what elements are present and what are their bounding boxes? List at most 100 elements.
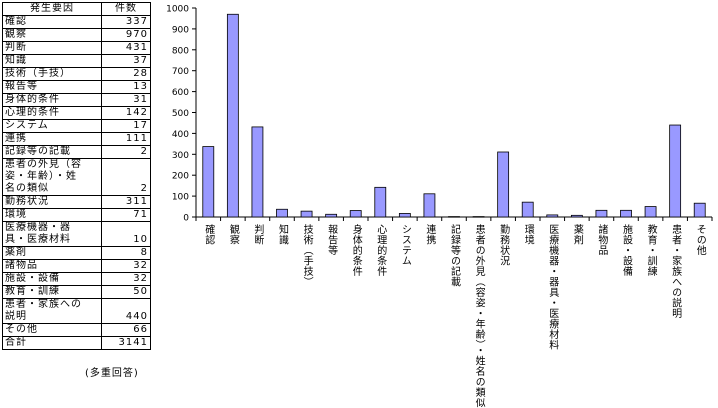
x-category-label: システム xyxy=(399,224,411,266)
y-tick-label: 500 xyxy=(172,109,189,119)
x-category-label: 身体的条件 xyxy=(350,223,362,277)
factor-name-line: 患者・家族への xyxy=(5,299,82,310)
factor-count: 37 xyxy=(101,54,151,68)
table-row: 身体的条件 31 xyxy=(2,93,151,107)
table-row: 教育・訓練 50 xyxy=(2,285,151,299)
factor-count: 10 xyxy=(101,221,151,247)
factor-name: その他 xyxy=(2,323,102,337)
factor-name-line: 具・医療材料 xyxy=(5,234,71,245)
header-count: 件数 xyxy=(101,2,151,16)
factor-name: 確認 xyxy=(2,15,102,29)
factor-name-line: 勤務状況 xyxy=(5,196,49,207)
factor-name-line: 判断 xyxy=(5,42,27,53)
factor-name-line: システム xyxy=(5,120,49,131)
factor-count: 31 xyxy=(101,93,151,107)
factor-count: 28 xyxy=(101,67,151,81)
bar xyxy=(497,151,510,218)
bar xyxy=(448,216,460,218)
factor-count: 8 xyxy=(101,246,151,260)
bar xyxy=(620,209,632,218)
table-row: 勤務状況 311 xyxy=(2,195,151,209)
bar xyxy=(300,210,313,218)
factor-count: 50 xyxy=(101,285,151,299)
table-row: 環境 71 xyxy=(2,208,151,222)
x-category-label: 患者の外見（容姿・年齢）・姓名の類似 xyxy=(473,224,485,408)
bar xyxy=(325,213,338,218)
x-category-label: 報告等 xyxy=(326,224,338,256)
x-category-label: 判断 xyxy=(252,224,264,246)
bar xyxy=(472,216,485,218)
bar xyxy=(226,13,239,218)
y-tick-label: 400 xyxy=(172,130,189,140)
bar xyxy=(349,210,362,218)
factor-count: 311 xyxy=(101,195,151,209)
x-category-label: 患者・家族への説明 xyxy=(670,224,682,319)
table-row: 諸物品 32 xyxy=(2,259,151,273)
factor-count: 66 xyxy=(101,323,151,337)
y-tick-label: 100 xyxy=(172,193,189,203)
factor-name-line: 教育・訓練 xyxy=(5,286,60,297)
x-category-label: 心理的条件 xyxy=(375,224,387,277)
x-category-label: 記録等の記載 xyxy=(449,223,461,288)
factor-name: 身体的条件 xyxy=(2,93,102,107)
factor-name-line: 報告等 xyxy=(5,81,38,92)
factor-name: 薬剤 xyxy=(2,246,102,260)
x-category-label: 諸物品 xyxy=(596,223,608,256)
factor-count: 440 xyxy=(101,298,151,324)
factor-name: 技術（手技） xyxy=(2,67,102,81)
x-category-label: 技術（手技） xyxy=(301,223,313,287)
factor-table: 発生要因 件数 確認 337 観察 970 判断 431 知識 37 技術（手技） 28 報告等 13… xyxy=(2,2,151,350)
y-tick-label: 200 xyxy=(172,172,189,182)
factor-name-line: 諸物品 xyxy=(5,260,38,271)
factor-name: 施設・設備 xyxy=(2,272,102,286)
factor-count: 2 xyxy=(101,145,151,159)
bar xyxy=(570,214,583,218)
y-tick-label: 1000 xyxy=(166,5,189,15)
factor-name: 心理的条件 xyxy=(2,106,102,120)
factor-count: 71 xyxy=(101,208,151,222)
table-row: 確認 337 xyxy=(2,15,151,29)
factor-name: 観察 xyxy=(2,28,102,42)
bar xyxy=(644,206,657,218)
factor-name: 医療機器・器 具・医療材料 xyxy=(2,221,102,247)
bar xyxy=(595,209,608,218)
table-row: 観察 970 xyxy=(2,28,151,42)
factor-name: 記録等の記載 xyxy=(2,145,102,159)
factor-name-line: 知識 xyxy=(5,55,27,66)
factor-table-container: 発生要因 件数 確認 337 観察 970 判断 431 知識 37 技術（手技） 28 報告等 13… xyxy=(2,2,151,350)
table-row: 記録等の記載 2 xyxy=(2,145,151,159)
factor-count: 431 xyxy=(101,41,151,55)
table-row: 患者・家族への 説明 440 xyxy=(2,298,151,324)
x-category-label: 観察 xyxy=(227,223,239,245)
bar xyxy=(374,186,387,218)
factor-name-line: 姿・年齢）・姓 xyxy=(5,171,77,182)
factor-name-line: 観察 xyxy=(5,29,27,40)
factor-count: 111 xyxy=(101,132,151,146)
factor-count: 142 xyxy=(101,106,151,120)
bar xyxy=(693,202,706,218)
table-row: 心理的条件 142 xyxy=(2,106,151,120)
table-row: 患者の外見（容 姿・年齢）・姓 名の類似 2 xyxy=(2,158,151,196)
factor-name: 諸物品 xyxy=(2,259,102,273)
table-row: 技術（手技） 28 xyxy=(2,67,151,81)
x-category-label: 医療機器・器具・医療材料 xyxy=(547,224,559,351)
table-row: 薬剤 8 xyxy=(2,246,151,260)
bar xyxy=(202,146,215,218)
x-category-label: 知識 xyxy=(277,223,289,246)
factor-name-line: 連携 xyxy=(5,133,27,144)
table-row: 医療機器・器 具・医療材料 10 xyxy=(2,221,151,247)
bar xyxy=(546,214,559,218)
total-label: 合計 xyxy=(2,336,102,350)
bar xyxy=(251,126,264,218)
y-tick-label: 700 xyxy=(172,67,189,77)
total-count: 3141 xyxy=(101,336,151,350)
table-row: 判断 431 xyxy=(2,41,151,55)
table-row: 施設・設備 32 xyxy=(2,272,151,286)
factor-name-line: 名の類似 xyxy=(5,183,49,194)
x-category-label: 教育・訓練 xyxy=(645,223,657,277)
factor-name: 患者の外見（容 姿・年齢）・姓 名の類似 xyxy=(2,158,102,196)
factor-name: 勤務状況 xyxy=(2,195,102,209)
y-tick-label: 900 xyxy=(172,25,189,35)
table-header-row: 発生要因 件数 xyxy=(2,2,151,16)
factor-name: 報告等 xyxy=(2,80,102,94)
